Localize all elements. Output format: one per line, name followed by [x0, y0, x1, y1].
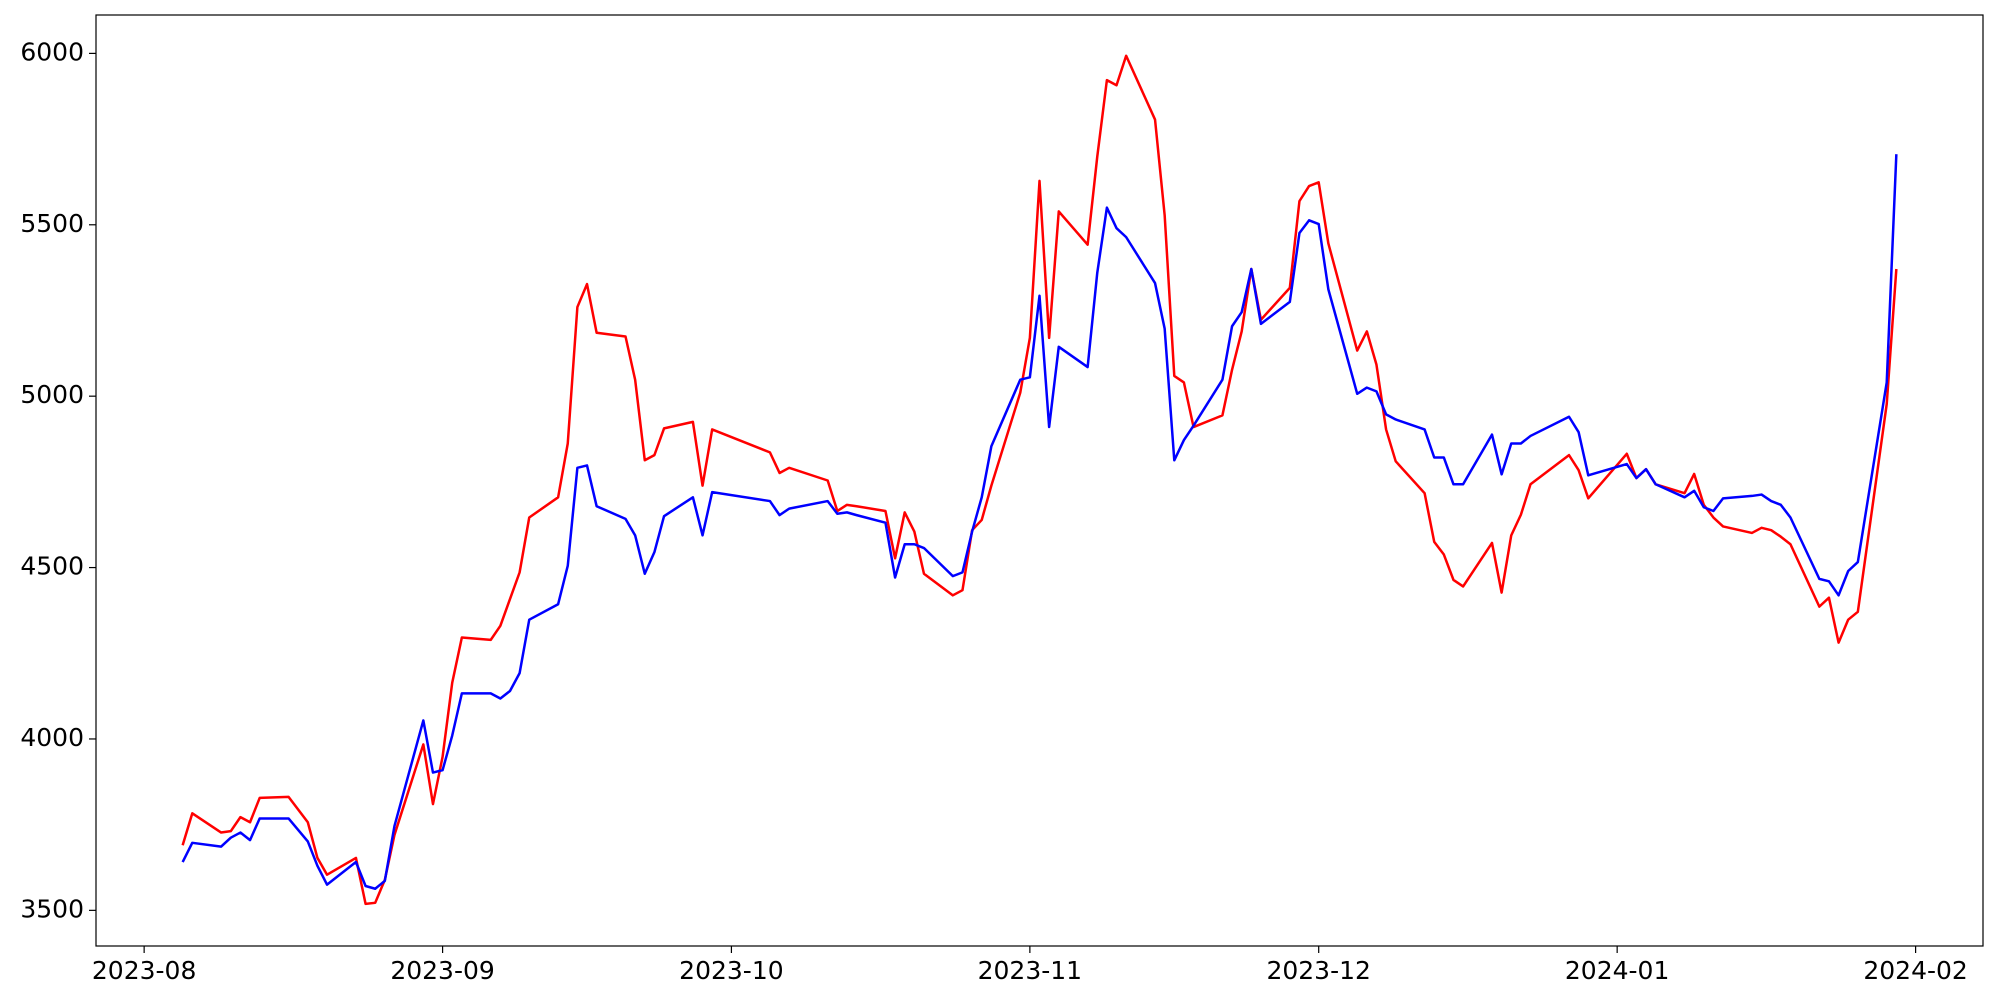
x-tick-label: 2023-08 [92, 956, 196, 985]
x-tick-label: 2024-02 [1863, 956, 1967, 985]
y-tick-label: 4000 [20, 723, 84, 752]
x-tick-label: 2023-11 [978, 956, 1082, 985]
y-tick-label: 5500 [20, 209, 84, 238]
series-line [181, 54, 1898, 906]
plot-frame [95, 14, 1984, 947]
y-tick-label: 4500 [20, 552, 84, 581]
series-line [181, 154, 1898, 891]
x-tick-label: 2023-09 [390, 956, 494, 985]
y-tick-label: 3500 [20, 894, 84, 923]
y-tick-label: 6000 [20, 37, 84, 66]
x-tick-label: 2023-12 [1266, 956, 1370, 985]
x-tick-label: 2024-01 [1565, 956, 1669, 985]
y-tick-label: 5000 [20, 380, 84, 409]
x-tick-label: 2023-10 [679, 956, 783, 985]
